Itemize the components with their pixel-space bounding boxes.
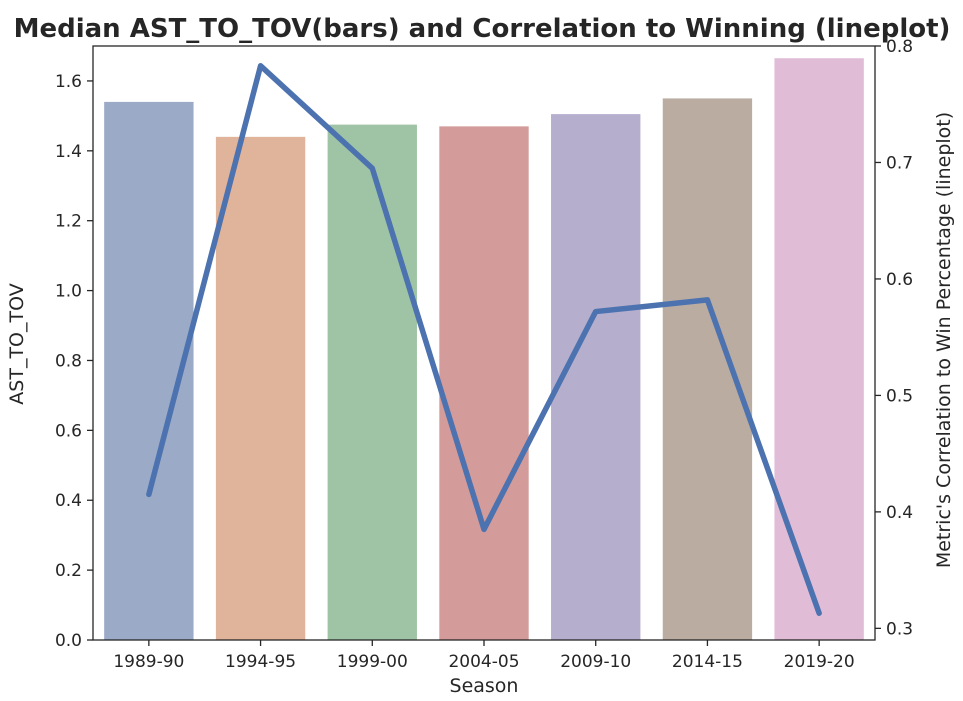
y-tick-label: 0.0 — [55, 631, 82, 651]
y2-tick-label: 0.7 — [886, 153, 913, 173]
y2-tick-label: 0.4 — [886, 503, 913, 523]
x-tick-label: 1989-90 — [113, 652, 184, 672]
x-tick-label: 2004-05 — [448, 652, 519, 672]
y-tick-label: 0.8 — [55, 351, 82, 371]
y-tick-label: 0.6 — [55, 421, 82, 441]
axes-layer: 0.0 0.2 0.4 0.6 0.8 1.0 1.2 1.4 1.6 0.3 0.4 0.5 0.6 0… — [55, 37, 913, 672]
correlation-line — [146, 63, 822, 616]
y-tick-label: 1.0 — [55, 282, 82, 302]
bar-2014-15 — [662, 98, 753, 641]
bar-1999-00 — [327, 124, 417, 640]
y-tick-label: 1.2 — [55, 212, 82, 232]
y-tick-label: 0.4 — [55, 491, 82, 511]
y2-tick-label: 0.8 — [886, 37, 913, 57]
bar-1994-95 — [215, 136, 306, 641]
y2-tick-label: 0.5 — [886, 386, 913, 406]
x-tick-label: 2014-15 — [672, 652, 743, 672]
y-tick-label: 0.2 — [55, 561, 82, 581]
y-tick-label: 1.6 — [55, 72, 82, 92]
line-layer — [146, 63, 822, 616]
x-tick-label: 1994-95 — [225, 652, 296, 672]
bar-2009-10 — [551, 114, 641, 640]
chart-title: Median AST_TO_TOV(bars) and Correlation … — [14, 14, 951, 44]
bar-2019-20 — [774, 58, 864, 640]
y2-tick-label: 0.6 — [886, 270, 913, 290]
y2-tick-label: 0.3 — [886, 619, 913, 639]
y-tick-label: 1.4 — [55, 142, 82, 162]
bar-2004-05 — [439, 126, 529, 641]
x-tick-label: 1999-00 — [337, 652, 408, 672]
x-tick-label: 2009-10 — [560, 652, 631, 672]
bars-layer — [104, 58, 864, 641]
y2-axis-label: Metric's Correlation to Win Percentage (… — [933, 112, 955, 568]
x-tick-label: 2019-20 — [784, 652, 855, 672]
x-axis-label: Season — [450, 675, 519, 697]
y-axis-label: AST_TO_TOV — [6, 283, 28, 404]
